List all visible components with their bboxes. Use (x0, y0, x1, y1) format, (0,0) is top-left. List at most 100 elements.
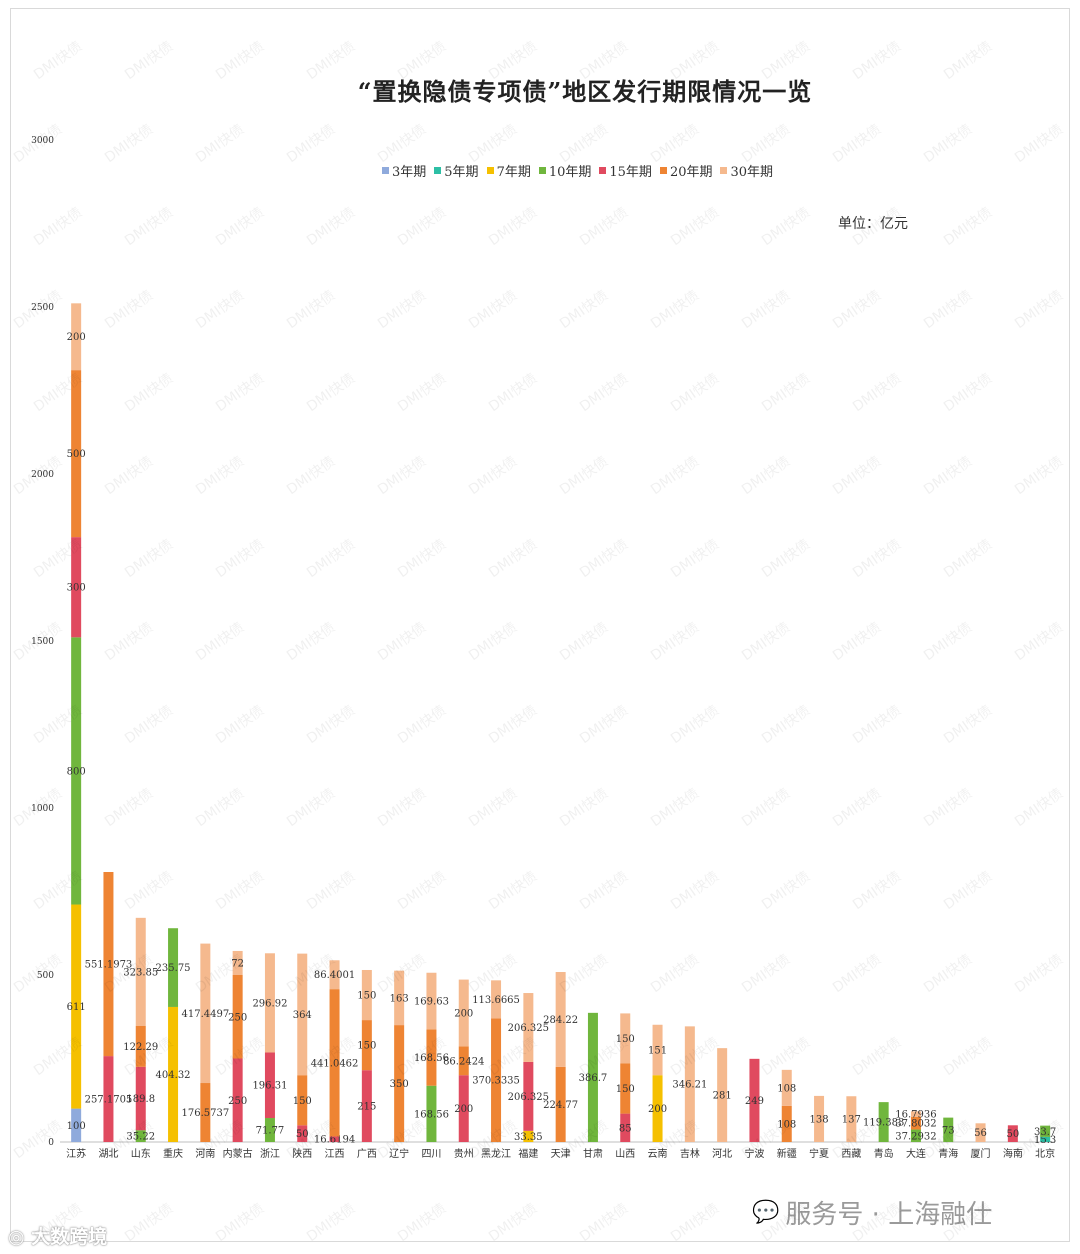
y-tick-label: 1000 (31, 804, 54, 814)
x-tick-label: 陕西 (292, 1147, 312, 1160)
data-label: 189.8 (126, 1094, 155, 1105)
data-label: 150 (293, 1096, 312, 1107)
bar-segment (232, 975, 243, 1059)
bar-segment (620, 1113, 631, 1142)
data-label: 250 (228, 1012, 247, 1023)
bar-segment (200, 1083, 211, 1142)
bar-segment (361, 969, 372, 1021)
data-label: 138 (810, 1114, 829, 1125)
data-label: 50 (296, 1129, 309, 1140)
data-label: 249 (745, 1096, 764, 1107)
bar-segment (103, 1056, 114, 1142)
bar-segment (103, 872, 114, 1057)
data-label: 169.63 (414, 997, 449, 1008)
x-tick-label: 内蒙古 (223, 1147, 253, 1160)
data-label: 350 (390, 1079, 409, 1090)
data-label: 16.6194 (314, 1135, 355, 1146)
data-label: 150 (357, 991, 376, 1002)
bar-segment (135, 1025, 146, 1067)
bar-segment (781, 1105, 792, 1142)
legend-label: 10年期 (548, 165, 592, 180)
weibo-icon: ◎ (8, 1226, 25, 1248)
weibo-watermark: ◎ 大数跨境 (8, 1222, 107, 1249)
data-label: 196.31 (252, 1081, 287, 1092)
x-tick-label: 甘肃 (583, 1147, 603, 1160)
x-tick-label: 青岛 (874, 1147, 894, 1160)
x-tick-label: 天津 (551, 1148, 571, 1160)
unit-label: 单位：亿元 (838, 216, 908, 232)
wechat-watermark-text: 服务号 · 上海融仕 (785, 1200, 993, 1230)
y-tick-label: 0 (48, 1138, 54, 1148)
legend-label: 30年期 (730, 165, 774, 180)
x-tick-label: 北京 (1035, 1147, 1055, 1160)
bar-segment (71, 303, 82, 371)
x-tick-label: 山西 (615, 1148, 635, 1160)
data-label: 35.22 (126, 1132, 155, 1143)
x-tick-label: 大连 (906, 1147, 926, 1160)
legend-item: 30年期 (720, 161, 773, 180)
data-label: 206.325 (508, 1023, 549, 1034)
legend-swatch (382, 167, 389, 174)
data-label: 33.7 (1034, 1127, 1056, 1138)
y-tick-label: 3000 (31, 136, 54, 146)
data-label: 15.3 (1034, 1135, 1056, 1146)
bar-segment (781, 1069, 792, 1106)
data-label: 137 (842, 1115, 861, 1126)
bar-segment (264, 1052, 275, 1119)
bar-segment (329, 960, 340, 990)
legend-label: 5年期 (444, 165, 479, 180)
bar-segment (652, 1075, 663, 1142)
data-label: 16.7936 (895, 1110, 936, 1121)
data-label: 85 (619, 1123, 632, 1134)
data-label: 441.0462 (311, 1058, 359, 1069)
wechat-watermark: 💬 服务号 · 上海融仕 (752, 1194, 992, 1231)
x-tick-label: 浙江 (260, 1148, 280, 1160)
bar-segment (135, 1130, 146, 1142)
legend-label: 3年期 (392, 165, 427, 180)
x-tick-label: 青海 (938, 1147, 958, 1160)
bar-segment (71, 370, 82, 538)
x-tick-label: 辽宁 (389, 1147, 409, 1160)
data-label: 250 (228, 1096, 247, 1107)
bar-segment (523, 1061, 534, 1131)
data-label: 73 (942, 1125, 955, 1136)
legend-item: 20年期 (659, 161, 713, 180)
data-label: 122.29 (123, 1042, 158, 1053)
legend-swatch (538, 167, 546, 174)
data-label: 800 (67, 766, 86, 777)
bar-segment (71, 904, 82, 1109)
bar-segment (168, 928, 179, 1007)
data-label: 72 (231, 958, 244, 969)
data-label: 200 (648, 1104, 667, 1115)
x-tick-label: 湖北 (98, 1148, 118, 1160)
bar-segment (1040, 1125, 1051, 1137)
data-label: 86.2424 (443, 1056, 484, 1067)
x-tick-label: 广西 (357, 1148, 377, 1160)
bar-segment (394, 1025, 405, 1142)
bar-segment (200, 943, 211, 1084)
bar-segment (975, 1123, 986, 1142)
data-label: 200 (67, 332, 86, 343)
data-label: 176.5737 (181, 1108, 229, 1119)
x-tick-label: 福建 (518, 1147, 538, 1160)
legend-swatch (486, 167, 494, 174)
data-label: 150 (357, 1041, 376, 1052)
legend-label: 15年期 (609, 165, 652, 180)
x-tick-label: 重庆 (163, 1147, 183, 1160)
data-label: 71.77 (256, 1126, 285, 1137)
data-label: 151 (648, 1045, 667, 1056)
bar-segment (264, 953, 275, 1053)
data-label: 500 (67, 449, 86, 460)
data-label: 386.7 (579, 1073, 608, 1084)
data-label: 86.4001 (314, 970, 355, 981)
bar-segment (555, 971, 566, 1067)
bar-segment (684, 1026, 695, 1142)
chart-legend: 3年期 5年期 7年期 10年期 15年期 20年期 30年期 (382, 161, 773, 180)
data-label: 404.32 (156, 1070, 191, 1081)
bar-segment (297, 1075, 308, 1126)
bar-segment (749, 1058, 760, 1142)
legend-label: 20年期 (669, 165, 713, 180)
bar-segment (458, 1075, 469, 1142)
legend-item: 15年期 (599, 161, 652, 180)
